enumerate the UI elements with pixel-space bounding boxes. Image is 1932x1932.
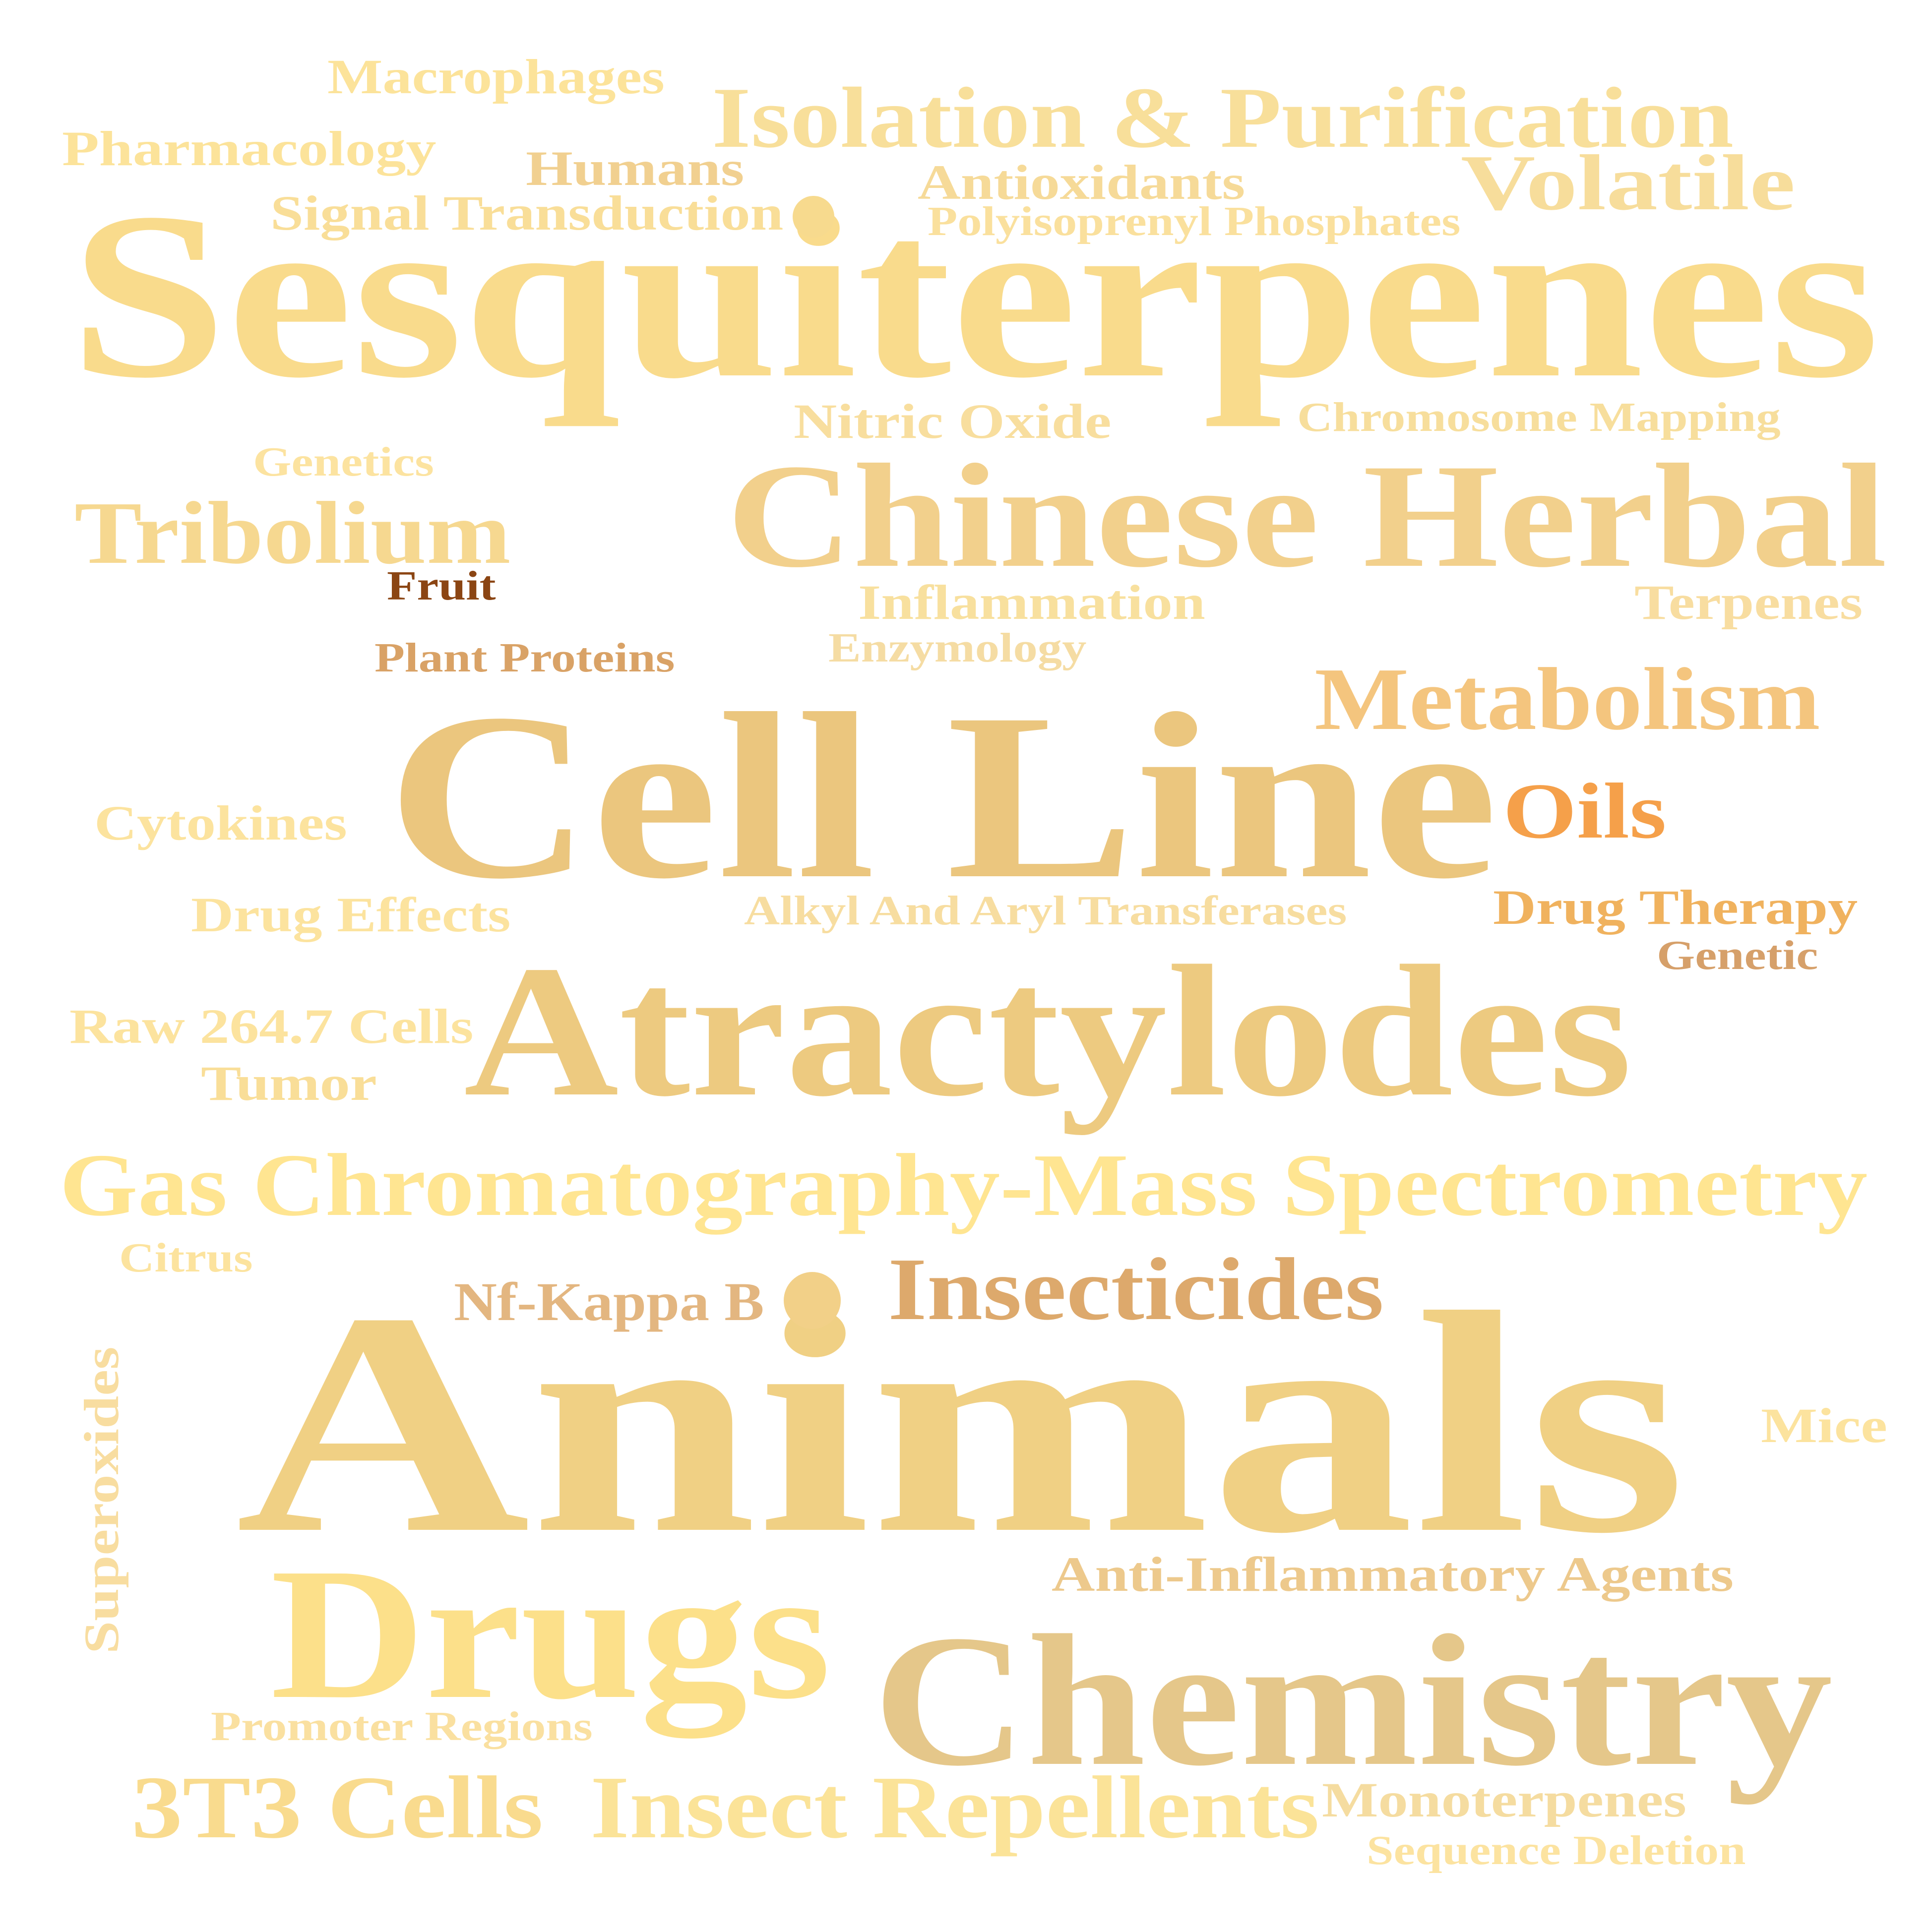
word-macrophages: Macrophages <box>327 49 665 104</box>
word-volatile: Volatile <box>1461 138 1796 227</box>
word-raw-264-7-cells: Raw 264.7 Cells <box>69 999 474 1054</box>
word-tribolium: Tribolium <box>74 483 511 582</box>
word-terpenes: Terpenes <box>1634 575 1863 630</box>
word-genetic: Genetic <box>1657 932 1818 978</box>
word-atractylodes: Atractylodes <box>464 927 1632 1136</box>
word-insecticides: Insecticides <box>888 1240 1384 1338</box>
word-insect-repellents: Insect Repellents <box>590 1758 1319 1857</box>
word-nitric-oxide: Nitric Oxide <box>794 394 1112 449</box>
word-chromosome-mapping: Chromosome Mapping <box>1297 394 1781 440</box>
word-gas-chromatography-mass-spectrometry: Gas Chromatography-Mass Spectrometry <box>60 1136 1868 1234</box>
word-3t3-cells: 3T3 Cells <box>131 1758 544 1857</box>
word-polyisoprenyl-phosphates: Polyisoprenyl Phosphates <box>928 198 1461 244</box>
word-anti-inflammatory-agents: Anti-Inflammatory Agents <box>1052 1547 1734 1602</box>
word-signal-transduction: Signal Transduction <box>270 185 784 241</box>
word-monoterpenes: Monoterpenes <box>1322 1772 1686 1827</box>
word-oils: Oils <box>1503 767 1667 855</box>
word-genetics: Genetics <box>253 439 434 485</box>
word-alkyl-aryl-transferases: Alkyl And Aryl Transferases <box>744 888 1347 934</box>
word-metabolism: Metabolism <box>1314 650 1820 748</box>
word-citrus: Citrus <box>119 1235 253 1281</box>
dot-1 <box>793 196 834 238</box>
word-promoter-regions: Promoter Regions <box>211 1703 593 1750</box>
word-cytokines: Cytokines <box>94 795 347 850</box>
word-animals: Animals <box>236 1248 1686 1599</box>
word-sequence-deletion: Sequence Deletion <box>1367 1827 1746 1873</box>
word-cell-line: Cell Line <box>387 664 1498 928</box>
dot-2 <box>784 1272 841 1329</box>
word-nf-kappa-b: Nf-Kappa B <box>454 1271 764 1332</box>
word-superoxides: Superoxides <box>74 1346 129 1654</box>
word-pharmacology: Pharmacology <box>62 121 436 176</box>
word-plant-proteins: Plant Proteins <box>374 635 675 681</box>
word-chinese-herbal: Chinese Herbal <box>727 433 1887 598</box>
word-drug-effects: Drug Effects <box>191 887 511 942</box>
word-fruit: Fruit <box>387 563 496 609</box>
word-tumor: Tumor <box>201 1056 377 1111</box>
word-drugs: Drugs <box>270 1529 831 1738</box>
word-drug-therapy: Drug Therapy <box>1493 880 1858 935</box>
word-chemistry: Chemistry <box>873 1596 1833 1805</box>
word-inflammation: Inflammation <box>858 575 1205 630</box>
word-enzymology: Enzymology <box>828 625 1087 671</box>
word-humans: Humans <box>526 141 745 196</box>
word-isolation-purification: Isolation & Purification <box>712 69 1734 166</box>
word-antioxidants: Antioxidants <box>918 155 1246 210</box>
word-sesquiterpenes: Sesquiterpenes <box>69 163 1880 427</box>
word-mice: Mice <box>1761 1398 1887 1453</box>
